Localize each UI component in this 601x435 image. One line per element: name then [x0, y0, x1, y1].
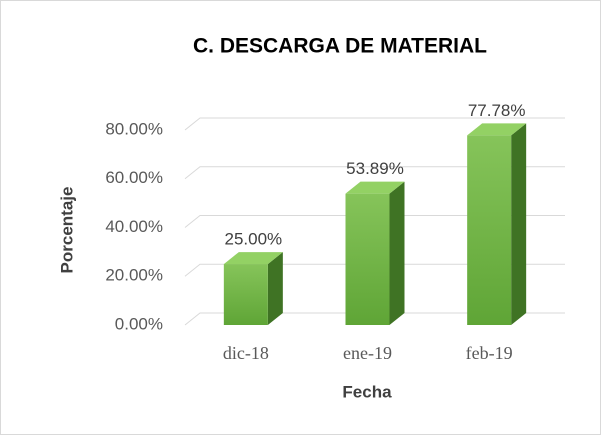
value-label: 53.89%: [346, 159, 404, 178]
bar-top: [345, 181, 405, 194]
x-tick-label: feb-19: [466, 343, 513, 363]
y-tick-label: 60.00%: [105, 168, 163, 187]
bar: [345, 193, 390, 325]
x-tick-label: ene-19: [343, 343, 392, 363]
value-label: 77.78%: [468, 101, 526, 120]
bar: [467, 135, 512, 325]
grid-line: [184, 215, 565, 228]
bar-top: [223, 252, 283, 265]
grid-line: [184, 117, 565, 131]
grid-line: [184, 166, 565, 180]
x-axis-label: Fecha: [342, 382, 392, 401]
value-label: 25.00%: [224, 230, 282, 249]
chart-title: C. DESCARGA DE MATERIAL: [193, 35, 487, 58]
y-axis-label: Porcentaje: [57, 187, 76, 274]
grid-line: [184, 263, 565, 277]
bar: [223, 264, 268, 325]
x-tick-label: dic-18: [223, 343, 269, 363]
grid-line: [184, 312, 565, 326]
bar-side: [389, 181, 405, 325]
y-tick-label: 40.00%: [105, 217, 163, 236]
bar-side: [511, 123, 527, 325]
bar-top: [467, 123, 527, 136]
y-tick-label: 80.00%: [105, 119, 163, 138]
bar-side: [267, 252, 283, 325]
y-tick-label: 0.00%: [115, 314, 163, 333]
y-tick-label: 20.00%: [105, 266, 163, 285]
